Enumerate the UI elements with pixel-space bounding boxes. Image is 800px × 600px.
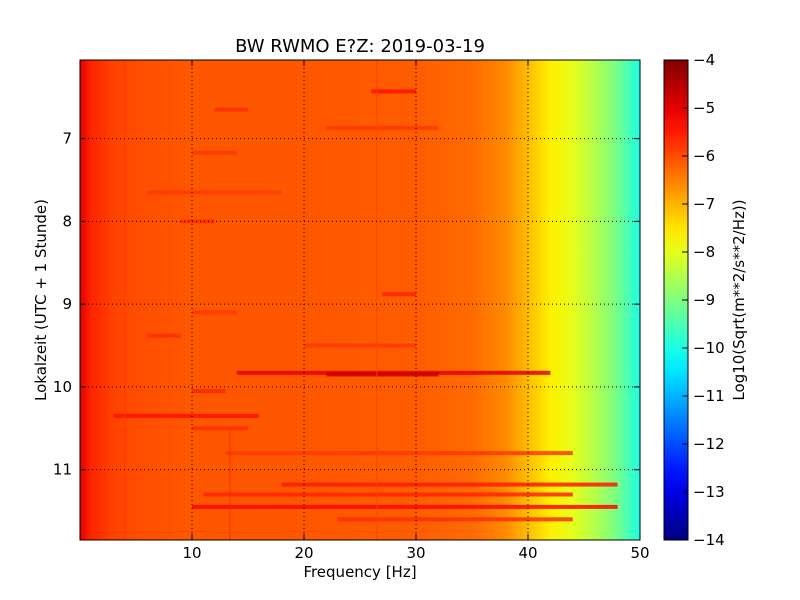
spectrogram-bands	[113, 89, 618, 522]
spectrogram-band	[192, 150, 237, 155]
y-axis-label: Lokalzeit (UTC + 1 Stunde)	[32, 199, 50, 401]
colorbar-tick-label: −14	[693, 531, 725, 549]
spectrogram-band	[214, 107, 248, 112]
y-tick-label: 10	[53, 378, 72, 396]
colorbar-label: Log10(Sqrt(m**2/s**2/Hz))	[730, 199, 748, 400]
spectrogram-lines	[124, 60, 378, 540]
spectrogram-band	[304, 343, 416, 348]
spectrogram-band	[371, 89, 416, 94]
spectrogram-band	[326, 125, 439, 130]
colorbar-tick-label: −13	[693, 483, 725, 501]
spectrogram-band	[281, 482, 618, 487]
colorbar-tick-label: −5	[693, 99, 715, 117]
colorbar-tick-label: −11	[693, 387, 725, 405]
colorbar-tick-label: −10	[693, 339, 725, 357]
colorbar-tick-label: −4	[693, 51, 715, 69]
chart-title: BW RWMO E?Z: 2019-03-19	[235, 36, 485, 57]
spectrogram-band	[225, 451, 573, 456]
y-tick-label: 11	[53, 461, 72, 479]
spectrogram-band	[113, 413, 260, 418]
y-tick-label: 8	[62, 212, 72, 230]
spectrogram-band	[192, 389, 226, 394]
spectrogram-band	[192, 504, 618, 509]
colorbar-tick-label: −6	[693, 147, 715, 165]
spectrogram-band	[147, 190, 282, 195]
spectrogram-band	[180, 219, 215, 224]
spectrogram-band	[192, 310, 237, 315]
x-tick-label: 20	[294, 544, 313, 562]
colorbar-tick-label: −12	[693, 435, 725, 453]
spectrogram-line	[376, 60, 378, 540]
plot-frame	[79, 59, 641, 541]
spectrogram-band	[147, 333, 181, 338]
grid	[80, 60, 640, 540]
colorbar-tick-label: −8	[693, 243, 715, 261]
y-axis-ticks: 7 8 9 10 11	[53, 130, 640, 479]
x-tick-label: 30	[406, 544, 425, 562]
y-tick-label: 9	[62, 295, 72, 313]
x-tick-label: 50	[630, 544, 649, 562]
spectrogram-band	[326, 372, 439, 377]
x-tick-label: 10	[182, 544, 201, 562]
spectrogram-band	[337, 517, 573, 522]
spectrogram-line	[229, 428, 231, 540]
colorbar-tick-label: −7	[693, 195, 715, 213]
spectrogram-background	[80, 60, 640, 540]
spectrogram-band	[203, 492, 573, 497]
spectrogram-band	[192, 426, 248, 431]
colorbar-ticks: −4 −5 −6 −7 −8 −9 −10 −11 −12 −13 −14	[682, 51, 725, 549]
spectrogram-band	[382, 292, 416, 297]
plot-area	[80, 60, 640, 540]
x-axis-label: Frequency [Hz]	[303, 563, 416, 581]
x-axis-ticks: 10 20 30 40 50	[182, 60, 650, 562]
spectrogram-line	[124, 60, 126, 540]
x-tick-label: 40	[518, 544, 537, 562]
colorbar-tick-label: −9	[693, 291, 715, 309]
y-tick-label: 7	[62, 130, 72, 148]
